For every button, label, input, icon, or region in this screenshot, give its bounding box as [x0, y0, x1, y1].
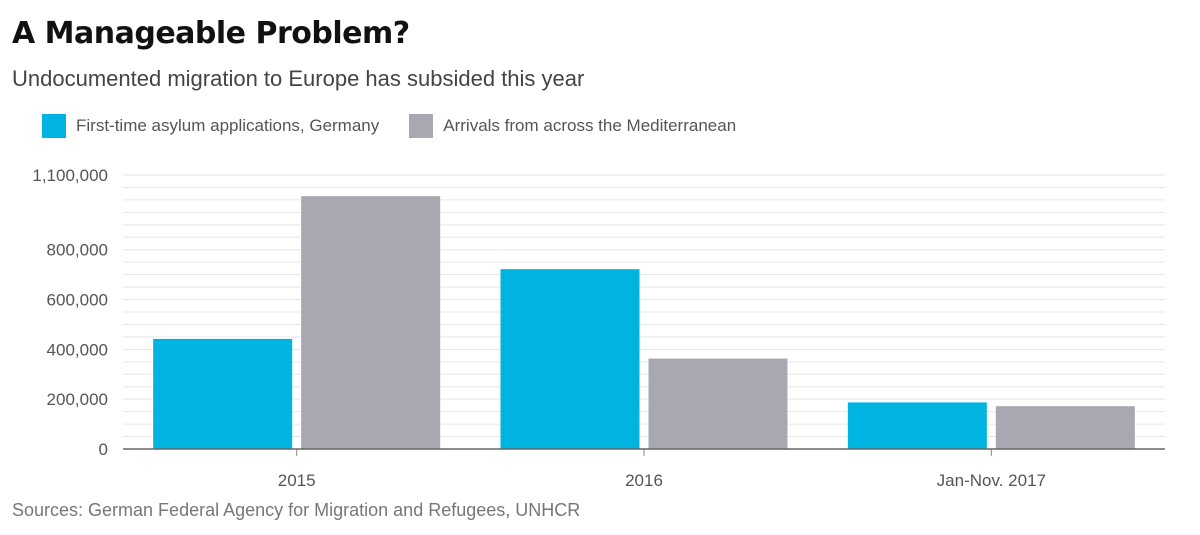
x-tick-label: 2016 — [625, 471, 663, 490]
y-tick-label: 800,000 — [47, 241, 108, 260]
legend-item-arrivals: Arrivals from across the Mediterranean — [409, 114, 736, 138]
bar-asylum — [153, 338, 293, 449]
legend-swatch-asylum — [42, 114, 66, 138]
legend-label-arrivals: Arrivals from across the Mediterranean — [443, 116, 737, 135]
y-tick-label: 200,000 — [47, 390, 108, 409]
bar-asylum — [847, 402, 987, 449]
y-tick-label: 1,100,000 — [32, 166, 108, 185]
bar-arrivals — [995, 406, 1135, 449]
x-tick-label: 2015 — [278, 471, 316, 490]
x-tick-label: Jan-Nov. 2017 — [937, 471, 1046, 490]
legend: First-time asylum applications, Germany … — [42, 114, 766, 138]
y-tick-label: 600,000 — [47, 291, 108, 310]
legend-label-asylum: First-time asylum applications, Germany — [76, 116, 380, 135]
legend-item-asylum: First-time asylum applications, Germany — [42, 114, 379, 138]
legend-swatch-arrivals — [409, 114, 434, 138]
source-note: Sources: German Federal Agency for Migra… — [12, 500, 581, 520]
bar-asylum — [500, 269, 640, 449]
chart-title: A Manageable Problem? — [12, 16, 410, 51]
bar-arrivals — [301, 196, 441, 449]
chart-subtitle: Undocumented migration to Europe has sub… — [12, 66, 585, 91]
bar-arrivals — [648, 358, 788, 449]
y-tick-label: 400,000 — [47, 340, 108, 359]
y-tick-label: 0 — [99, 440, 108, 459]
